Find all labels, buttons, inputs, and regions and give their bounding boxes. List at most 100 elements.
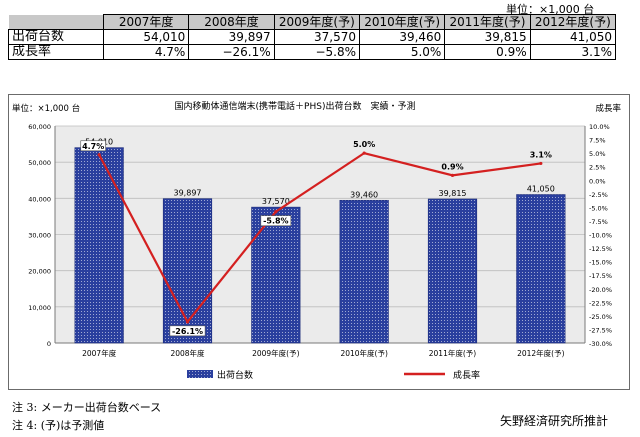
table-header-cell: 2012年度(予) xyxy=(529,14,617,30)
table-header-cell: 2008年度 xyxy=(188,14,275,30)
chart-frame: 国内移動体通信端末(携帯電話＋PHS)出荷台数 実績・予測 単位：×1,000 … xyxy=(8,94,630,390)
growth-rate-point xyxy=(97,153,101,157)
legend-bar-swatch xyxy=(187,370,213,378)
table-cell: 41,050 xyxy=(529,29,617,45)
right-axis-tick-label: -2.5% xyxy=(589,191,608,199)
right-axis-tick-label: -7.5% xyxy=(589,218,608,226)
growth-rate-point xyxy=(362,151,366,155)
left-axis-tick-label: 60,000 xyxy=(28,123,51,131)
right-axis-tick-label: -25.0% xyxy=(589,313,612,321)
right-axis-tick-label: -12.5% xyxy=(589,245,612,253)
growth-rate-label: -5.8% xyxy=(263,217,289,226)
table-header-cell: 2007年度 xyxy=(102,14,190,30)
table-unit-label: 単位：×1,000 台 xyxy=(506,3,595,16)
right-axis-label: 成長率 xyxy=(595,103,621,114)
category-label: 2011年度(予) xyxy=(429,348,477,358)
table-header-row: 2007年度 2008年度 2009年度(予) 2010年度(予) 2011年度… xyxy=(8,14,617,30)
table-cell: 39,460 xyxy=(358,29,446,45)
table-row-label: 出荷台数 xyxy=(8,29,104,45)
table-corner-cell xyxy=(8,14,104,30)
table-row-shipments: 出荷台数 54,010 39,897 37,570 39,460 39,815 … xyxy=(8,29,617,45)
category-label: 2007年度 xyxy=(82,348,117,358)
left-axis-tick-label: 30,000 xyxy=(28,232,51,240)
right-axis-tick-label: -10.0% xyxy=(589,232,612,240)
table-cell: −5.8% xyxy=(273,44,360,60)
category-label: 2009年度(予) xyxy=(252,348,300,358)
right-axis-tick-label: -22.5% xyxy=(589,299,612,307)
left-axis-tick-label: 50,000 xyxy=(28,159,51,167)
growth-rate-label: 0.9% xyxy=(441,162,463,171)
left-axis-tick-label: 40,000 xyxy=(28,195,51,203)
right-axis-tick-label: -20.0% xyxy=(589,286,612,294)
bar-value-label: 39,897 xyxy=(174,189,202,198)
chart-title: 国内移動体通信端末(携帯電話＋PHS)出荷台数 実績・予測 xyxy=(175,100,416,112)
bar xyxy=(339,199,389,344)
growth-label-box xyxy=(169,325,206,337)
right-axis-tick-label: -30.0% xyxy=(589,340,612,348)
growth-rate-point xyxy=(450,173,455,177)
line-layer: 4.7% -26.1% -5.8% 5.0% 0.9% 3.1% xyxy=(80,140,552,337)
legend-line-label: 成長率 xyxy=(453,369,480,381)
bar-value-label: 37,570 xyxy=(262,197,290,206)
growth-rate-point xyxy=(274,210,278,214)
growth-rate-label: -26.1% xyxy=(172,327,203,336)
right-axis-tick-label: 10.0% xyxy=(589,123,610,131)
right-axis-tick-label: 2.5% xyxy=(589,164,606,172)
legend-bar-label: 出荷台数 xyxy=(217,369,253,381)
table-cell: 5.0% xyxy=(358,44,446,60)
source-credit: 矢野経済研究所推計 xyxy=(500,414,609,428)
right-axis-tick-label: 7.5% xyxy=(589,137,606,145)
note-4: 注 4: (予)は予測値 xyxy=(12,419,105,432)
category-label: 2008年度 xyxy=(170,348,205,358)
legend: 出荷台数 成長率 xyxy=(187,369,480,381)
bar xyxy=(162,198,213,344)
table-cell: 3.1% xyxy=(529,44,617,60)
table-row-label: 成長率 xyxy=(8,44,104,60)
growth-rate-point xyxy=(539,161,543,166)
bar-value-label: 39,815 xyxy=(439,189,467,198)
category-labels: 2007年度 2008年度 2009年度(予) 2010年度(予) 2011年度(予) 2… xyxy=(82,348,564,358)
table-header-cell: 2011年度(予) xyxy=(444,14,531,30)
left-axis-unit-label: 単位：×1,000 台 xyxy=(12,103,80,114)
right-axis-tick-label: -15.0% xyxy=(589,259,612,267)
category-label: 2010年度(予) xyxy=(340,348,388,358)
growth-label-box xyxy=(80,140,106,152)
summary-table: 2007年度 2008年度 2009年度(予) 2010年度(予) 2011年度… xyxy=(8,14,617,60)
right-axis-tick-label: 5.0% xyxy=(589,150,606,158)
left-axis-ticks: 0 10,000 20,000 30,000 40,000 50,000 60,000 xyxy=(28,123,51,348)
table-header-cell: 2010年度(予) xyxy=(358,14,446,30)
right-axis-tick-label: -17.5% xyxy=(589,272,612,280)
table-cell: 37,570 xyxy=(273,29,360,45)
table-header-cell: 2009年度(予) xyxy=(273,14,360,30)
left-axis-tick-label: 20,000 xyxy=(28,268,51,276)
table-cell: 39,897 xyxy=(188,29,275,45)
combo-chart: 国内移動体通信端末(携帯電話＋PHS)出荷台数 実績・予測 単位：×1,000 … xyxy=(12,100,621,381)
left-axis-tick-label: 10,000 xyxy=(28,304,51,312)
growth-label-box xyxy=(260,215,292,227)
right-axis-ticks: 10.0% 7.5% 5.0% 2.5% 0.0% -2.5% -5.0% -7.5% -10.… xyxy=(589,123,612,348)
table-cell: −26.1% xyxy=(188,44,275,60)
table-cell: 0.9% xyxy=(444,44,531,60)
right-axis-tick-label: -5.0% xyxy=(589,204,608,212)
table-cell: 39,815 xyxy=(444,29,531,45)
growth-rate-label: 3.1% xyxy=(530,150,552,159)
table-cell: 4.7% xyxy=(102,44,190,60)
bar xyxy=(251,206,301,344)
left-axis-tick-label: 0 xyxy=(47,340,51,348)
table-cell: 54,010 xyxy=(102,29,190,45)
right-axis-tick-label: 0.0% xyxy=(589,177,606,185)
growth-rate-label: 4.7% xyxy=(82,142,104,151)
right-axis-tick-label: -27.5% xyxy=(589,326,612,334)
grid-layer xyxy=(54,125,586,344)
category-label: 2012年度(予) xyxy=(517,348,565,358)
bar xyxy=(74,147,124,344)
bar xyxy=(516,194,566,344)
growth-rate-label: 5.0% xyxy=(353,140,375,149)
bar xyxy=(427,198,478,344)
note-3: 注 3: メーカー出荷台数ベース xyxy=(12,401,162,414)
growth-rate-line xyxy=(98,151,541,324)
bar-value-label: 41,050 xyxy=(527,185,555,194)
table-row-growth: 成長率 4.7% −26.1% −5.8% 5.0% 0.9% 3.1% xyxy=(8,44,617,60)
growth-rate-point xyxy=(185,320,190,324)
